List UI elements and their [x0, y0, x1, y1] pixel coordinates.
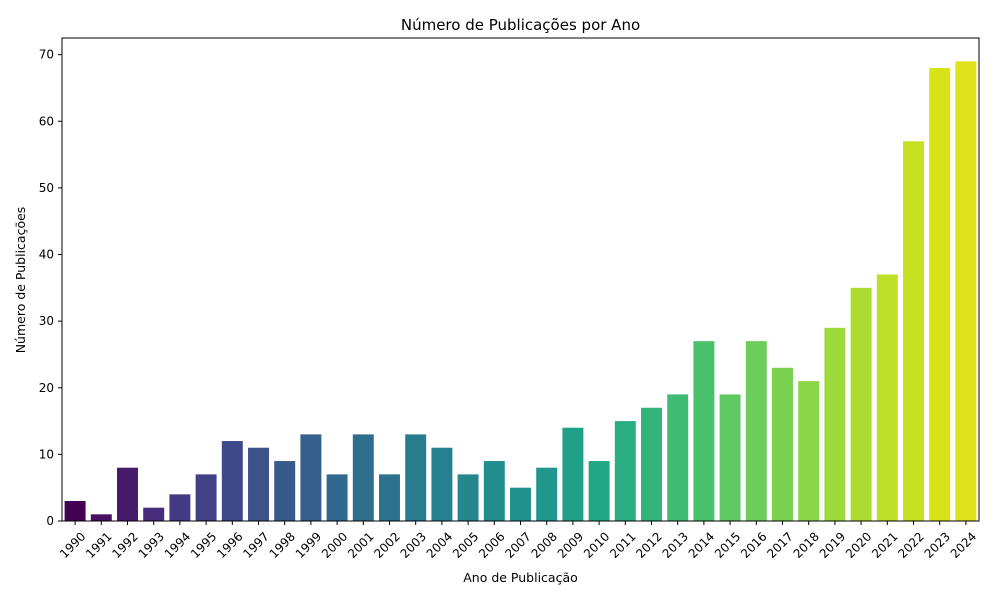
bar-2000: [326, 474, 348, 521]
bar-1991: [90, 514, 112, 521]
bar-2005: [457, 474, 479, 521]
x-tick-label-1993: 1993: [136, 529, 167, 560]
x-axis-label: Ano de Publicação: [463, 570, 578, 585]
bar-2011: [614, 421, 636, 521]
x-axis: 1990199119921993199419951996199719981999…: [57, 521, 979, 561]
bar-2012: [641, 407, 662, 521]
y-axis: 0 10 20 30 40 50 60 70: [39, 48, 62, 528]
bar-2014: [693, 341, 715, 521]
x-tick-label-2018: 2018: [791, 529, 822, 560]
chart-title: Número de Publicações por Ano: [401, 16, 640, 34]
y-tick-label-0: 0: [46, 514, 54, 528]
bar-2013: [667, 394, 689, 521]
y-tick-label-70: 70: [39, 48, 54, 62]
bar-1995: [195, 474, 217, 521]
x-tick-label-1996: 1996: [214, 529, 245, 560]
bar-2018: [798, 381, 820, 521]
x-tick-label-1992: 1992: [109, 529, 140, 560]
bar-2022: [903, 141, 924, 521]
bar-2007: [510, 487, 531, 521]
x-tick-label-2001: 2001: [345, 529, 376, 560]
x-tick-label-1998: 1998: [267, 529, 298, 560]
bar-1993: [143, 507, 165, 521]
x-tick-label-2013: 2013: [660, 529, 691, 560]
x-tick-label-2020: 2020: [843, 529, 874, 560]
x-tick-label-2019: 2019: [817, 529, 848, 560]
x-tick-label-2002: 2002: [371, 529, 402, 560]
x-tick-label-2004: 2004: [424, 529, 455, 560]
bar-1997: [248, 447, 269, 521]
bar-2020: [850, 287, 872, 521]
bar-2016: [745, 341, 767, 521]
y-tick-label-50: 50: [39, 181, 54, 195]
x-tick-label-2015: 2015: [712, 529, 743, 560]
x-tick-label-2010: 2010: [581, 529, 612, 560]
bars-group: [64, 61, 977, 522]
bar-2017: [772, 367, 793, 521]
bar-2002: [379, 474, 400, 521]
x-tick-label-2016: 2016: [738, 529, 769, 560]
x-tick-label-1994: 1994: [162, 529, 193, 560]
x-tick-label-2007: 2007: [502, 529, 533, 560]
bar-1992: [117, 467, 138, 521]
x-tick-label-1995: 1995: [188, 529, 219, 560]
x-tick-label-2022: 2022: [895, 529, 926, 560]
y-tick-label-30: 30: [39, 314, 54, 328]
x-tick-label-2009: 2009: [555, 529, 586, 560]
bar-2006: [483, 461, 505, 521]
x-tick-label-2021: 2021: [869, 529, 900, 560]
y-tick-label-60: 60: [39, 114, 54, 128]
plot-frame: [61, 37, 980, 522]
x-tick-label-1999: 1999: [293, 529, 324, 560]
bar-1998: [274, 461, 296, 521]
x-tick-label-1997: 1997: [240, 529, 271, 560]
bar-2024: [955, 61, 977, 522]
x-tick-label-1990: 1990: [57, 529, 88, 560]
x-tick-label-2017: 2017: [764, 529, 795, 560]
bar-1996: [221, 441, 243, 521]
x-tick-label-2003: 2003: [398, 529, 429, 560]
bar-1990: [64, 501, 86, 521]
x-tick-label-2011: 2011: [607, 529, 638, 560]
bar-2010: [588, 461, 610, 521]
bar-2009: [562, 427, 584, 521]
y-tick-label-10: 10: [39, 447, 54, 461]
x-tick-label-2024: 2024: [948, 529, 979, 560]
bar-2015: [719, 394, 741, 521]
bar-2021: [876, 274, 898, 521]
bar-2023: [929, 67, 951, 521]
bar-2001: [352, 434, 374, 521]
x-tick-label-2000: 2000: [319, 529, 350, 560]
bar-1994: [169, 494, 191, 521]
bar-2003: [405, 434, 427, 521]
x-tick-label-2008: 2008: [529, 529, 560, 560]
x-tick-label-1991: 1991: [83, 529, 114, 560]
y-tick-label-40: 40: [39, 248, 54, 262]
x-tick-label-2012: 2012: [633, 529, 664, 560]
bar-2004: [431, 447, 453, 521]
x-tick-label-2023: 2023: [922, 529, 953, 560]
bar-1999: [300, 434, 322, 521]
bar-2019: [824, 327, 846, 521]
bar-2008: [536, 467, 558, 521]
y-axis-label: Número de Publicações: [13, 207, 28, 354]
x-tick-label-2005: 2005: [450, 529, 481, 560]
y-tick-label-20: 20: [39, 381, 54, 395]
x-tick-label-2006: 2006: [476, 529, 507, 560]
x-tick-label-2014: 2014: [686, 529, 717, 560]
